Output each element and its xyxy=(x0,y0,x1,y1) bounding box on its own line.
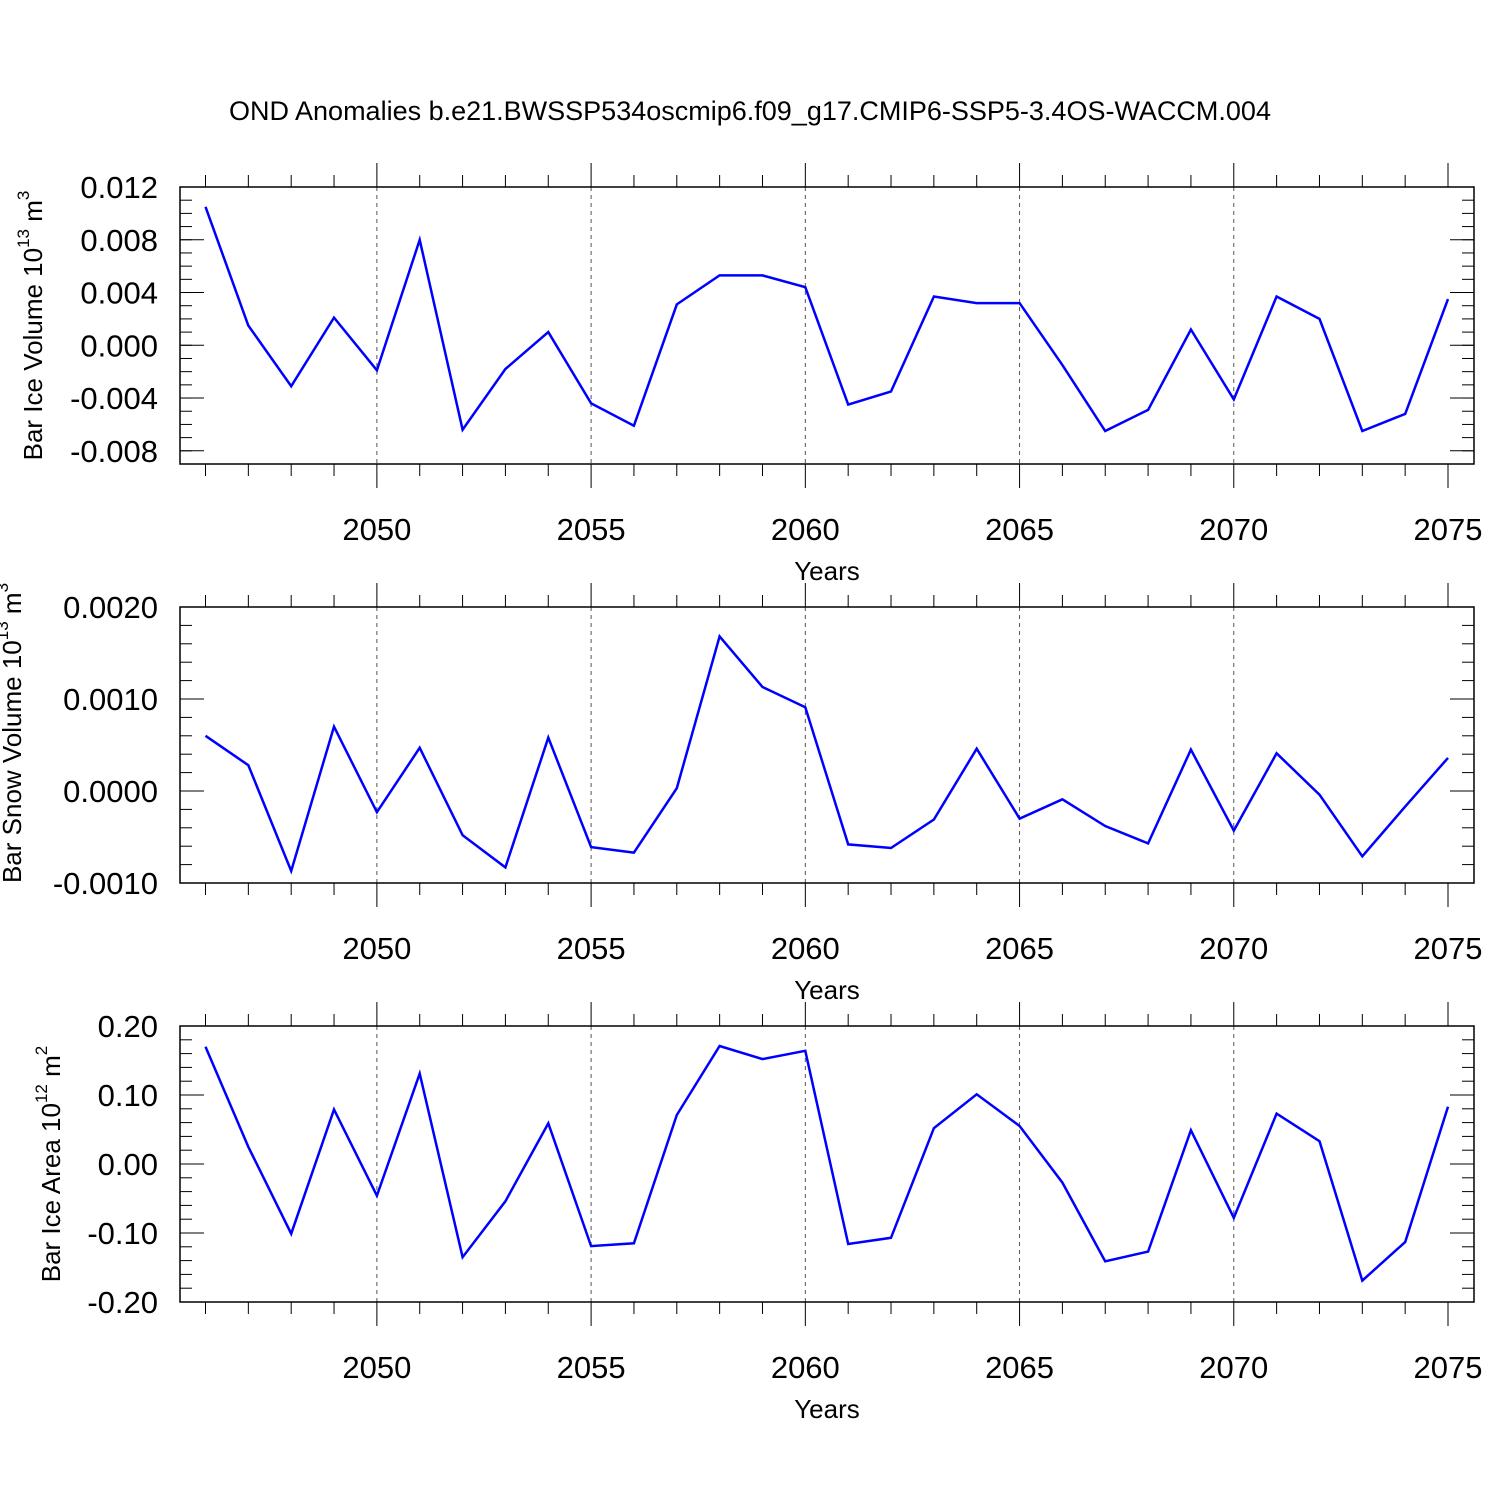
series-line-1 xyxy=(204,633,1449,875)
y-tick-label: 0.20 xyxy=(98,1009,158,1044)
y-axis-label-superscript: 12 xyxy=(32,1084,51,1103)
y-axis-label: Bar Ice Volume 1013 m3 xyxy=(14,191,48,461)
y-tick-label: -0.004 xyxy=(70,381,158,416)
chart-1: -0.008 -0.004 0.000 0.004 0.008 0.012 2050 2055… xyxy=(14,163,1482,586)
x-tick-label: 2055 xyxy=(557,1350,626,1385)
y-axis-label-text: m xyxy=(0,592,27,621)
x-tick-label: 2050 xyxy=(342,931,411,966)
y-tick-label: 0.00 xyxy=(98,1147,158,1182)
y-axis-label-text: Bar Snow Volume 10 xyxy=(0,640,27,883)
x-tick-label: 2075 xyxy=(1414,1350,1483,1385)
y-tick-label: 0.008 xyxy=(80,223,158,258)
x-tick-label: 2070 xyxy=(1199,931,1268,966)
y-axis-label-superscript: 3 xyxy=(14,191,33,200)
x-tick-label: 2070 xyxy=(1199,512,1268,547)
y-axis-label-superscript: 13 xyxy=(14,229,33,248)
plot-frame xyxy=(179,186,1475,465)
y-axis-label-text: m xyxy=(36,1055,66,1084)
y-axis-label-superscript: 13 xyxy=(0,621,12,640)
chart-2: -0.0010 0.0000 0.0010 0.0020 2050 2055 2060 206… xyxy=(0,583,1482,1005)
x-tick-label: 2075 xyxy=(1414,512,1483,547)
x-tick-label: 2060 xyxy=(771,512,840,547)
y-tick-label: 0.004 xyxy=(80,276,158,311)
y-axis-label-superscript: 3 xyxy=(0,583,12,592)
x-axis-label: Years xyxy=(794,556,860,586)
y-axis-label-text: m xyxy=(18,200,48,229)
x-tick-label: 2055 xyxy=(557,931,626,966)
y-tick-label: 0.0010 xyxy=(63,682,158,717)
x-tick-label: 2050 xyxy=(342,512,411,547)
x-tick-label: 2065 xyxy=(985,1350,1054,1385)
x-tick-label: 2070 xyxy=(1199,1350,1268,1385)
y-axis-label-text: Bar Ice Volume 10 xyxy=(18,248,48,460)
y-axis-label: Bar Ice Area 1012 m2 xyxy=(32,1046,66,1283)
y-axis-label-superscript: 2 xyxy=(32,1046,51,1055)
y-tick-label: -0.10 xyxy=(87,1216,158,1251)
y-tick-label: -0.20 xyxy=(87,1285,158,1320)
x-tick-label: 2060 xyxy=(771,1350,840,1385)
y-axis-label-text: Bar Ice Area 10 xyxy=(36,1103,66,1282)
y-tick-label: 0.0020 xyxy=(63,590,158,625)
y-tick-label: 0.012 xyxy=(80,170,158,205)
chart-3: -0.20 -0.10 0.00 0.10 0.20 2050 2055 2060 2065 20… xyxy=(32,1002,1482,1424)
x-tick-label: 2065 xyxy=(985,512,1054,547)
y-tick-label: 0.000 xyxy=(80,328,158,363)
x-tick-label: 2060 xyxy=(771,931,840,966)
y-tick-label: 0.10 xyxy=(98,1078,158,1113)
series-line-1 xyxy=(204,206,1450,433)
plot-frame xyxy=(179,606,1475,884)
x-tick-label: 2050 xyxy=(342,1350,411,1385)
x-tick-label: 2065 xyxy=(985,931,1054,966)
figure-title: OND Anomalies b.e21.BWSSP534oscmip6.f09_… xyxy=(229,96,1271,126)
plot-frame xyxy=(179,1025,1475,1303)
y-tick-label: -0.008 xyxy=(70,434,158,469)
x-tick-label: 2075 xyxy=(1414,931,1483,966)
x-tick-label: 2055 xyxy=(557,512,626,547)
y-tick-label: 0.0000 xyxy=(63,774,158,809)
y-axis-label: Bar Snow Volume 1013 m3 xyxy=(0,583,27,883)
y-tick-label: -0.0010 xyxy=(53,866,158,901)
x-axis-label: Years xyxy=(794,975,860,1005)
series-line-1 xyxy=(204,1044,1450,1283)
x-axis-label: Years xyxy=(794,1394,860,1424)
